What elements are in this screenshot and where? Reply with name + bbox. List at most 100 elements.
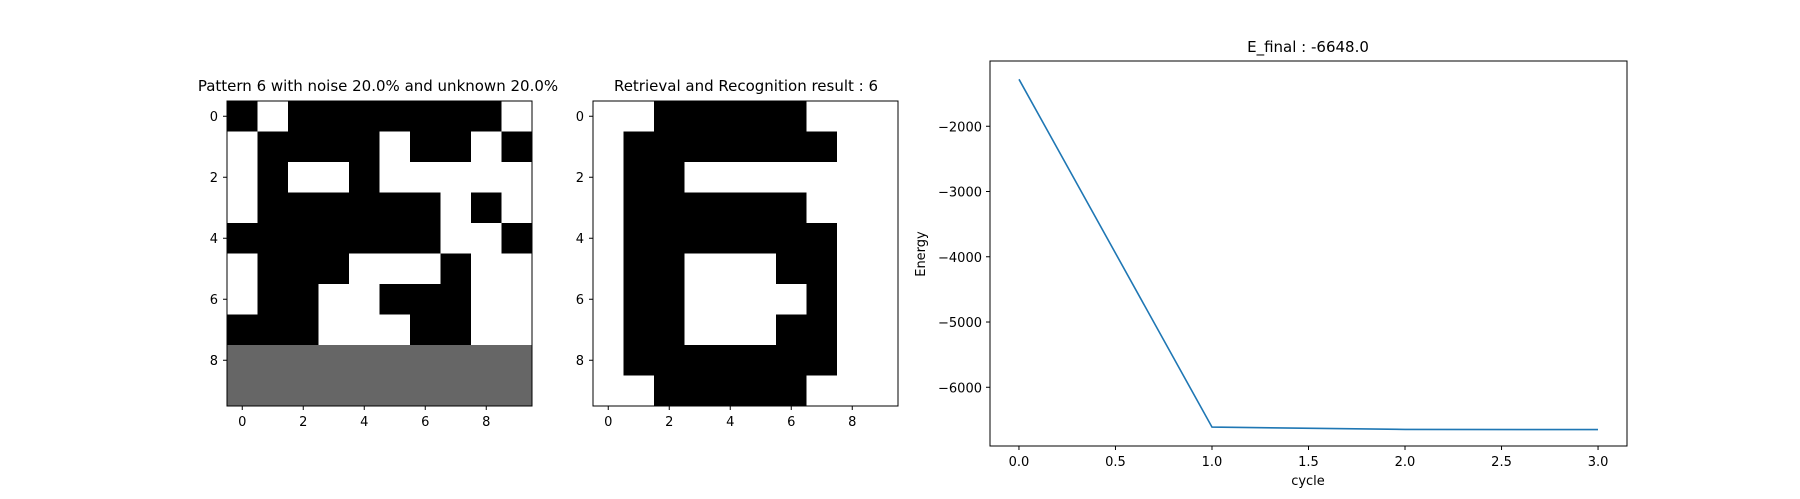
heatmap-cell [715, 284, 746, 315]
heatmap-cell [288, 223, 319, 254]
heatmap-cell [288, 345, 319, 376]
noisy-pattern-panel: Pattern 6 with noise 20.0% and unknown 2… [198, 77, 558, 430]
heatmap-cell [867, 314, 899, 346]
heatmap-cell [318, 253, 350, 285]
heatmap-cell [410, 101, 441, 132]
heatmap-cell [806, 192, 838, 224]
energy-xtick-label: 0.5 [1105, 455, 1126, 470]
noisy-ytick-label: 4 [210, 232, 218, 247]
heatmap-cell [501, 162, 533, 193]
heatmap-cell [349, 162, 380, 193]
heatmap-cell [288, 162, 319, 193]
heatmap-cell [593, 223, 624, 254]
heatmap-cell [379, 192, 411, 224]
energy-xtick: 1.0 [1202, 446, 1222, 470]
energy-xtick: 2.5 [1491, 446, 1512, 470]
heatmap-cell [837, 253, 868, 285]
heatmap-cell [715, 223, 746, 254]
energy-ytick: −2000 [938, 120, 990, 135]
heatmap-cell [867, 345, 899, 376]
heatmap-cell [410, 131, 441, 163]
heatmap-cell [227, 253, 258, 285]
energy-ytick: −5000 [938, 316, 990, 331]
heatmap-cell [867, 131, 899, 163]
heatmap-cell [654, 131, 685, 163]
heatmap-cell [227, 314, 258, 346]
heatmap-cell [776, 223, 807, 254]
heatmap-cell [440, 131, 472, 163]
heatmap-cell [776, 192, 807, 224]
energy-axes-frame [989, 60, 1628, 447]
retrieval-xtick-label: 2 [665, 415, 673, 430]
heatmap-cell [440, 101, 472, 132]
heatmap-cell [471, 162, 502, 193]
noisy-ytick-label: 0 [210, 110, 218, 125]
retrieval-ytick: 6 [576, 293, 593, 308]
energy-ytick: −6000 [938, 381, 990, 396]
heatmap-cell [867, 375, 899, 407]
energy-xtick: 1.5 [1298, 446, 1319, 470]
heatmap-cell [623, 314, 655, 346]
heatmap-cell [684, 101, 716, 132]
retrieval-xtick-label: 8 [848, 415, 856, 430]
heatmap-cell [318, 345, 350, 376]
heatmap-cell [410, 284, 441, 315]
heatmap-cell [257, 253, 289, 285]
heatmap-cell [410, 345, 441, 376]
heatmap-cell [684, 162, 716, 193]
heatmap-cell [227, 284, 258, 315]
retrieval-ytick-label: 2 [576, 171, 584, 186]
energy-yticks: −2000 −3000 −4000 −5000 −6000 [938, 120, 990, 396]
energy-ytick-label: −4000 [938, 251, 982, 266]
heatmap-cell [593, 131, 624, 163]
heatmap-cell [623, 345, 655, 376]
energy-xtick: 0.0 [1009, 446, 1029, 470]
heatmap-cell [440, 345, 472, 376]
heatmap-cell [684, 253, 716, 285]
heatmap-cell [501, 101, 533, 132]
heatmap-cell [654, 314, 685, 346]
heatmap-cell [227, 162, 258, 193]
energy-xlabel: cycle [1291, 474, 1325, 489]
retrieval-ytick: 4 [576, 232, 593, 247]
heatmap-cell [745, 162, 777, 193]
retrieval-xticks: 0 2 4 6 8 [604, 406, 856, 430]
heatmap-cell [867, 253, 899, 285]
heatmap-cell [745, 101, 777, 132]
noisy-xtick: 4 [360, 406, 368, 430]
energy-ytick-label: −5000 [938, 316, 982, 331]
retrieval-ytick: 8 [576, 354, 593, 369]
heatmap-cell [440, 375, 472, 407]
heatmap-cell [623, 375, 655, 407]
heatmap-cell [593, 253, 624, 285]
heatmap-cell [715, 192, 746, 224]
heatmap-cell [776, 131, 807, 163]
heatmap-cell [227, 223, 258, 254]
heatmap-cell [837, 223, 868, 254]
heatmap-cell [257, 284, 289, 315]
heatmap-cell [440, 314, 472, 346]
heatmap-cell [471, 314, 502, 346]
heatmap-cell [471, 131, 502, 163]
heatmap-cell [623, 284, 655, 315]
heatmap-cell [501, 223, 533, 254]
heatmap-cell [471, 375, 502, 407]
retrieval-xtick-label: 0 [604, 415, 612, 430]
heatmap-cell [379, 345, 411, 376]
heatmap-cell [593, 375, 624, 407]
heatmap-cell [806, 284, 838, 315]
heatmap-cell [806, 314, 838, 346]
heatmap-cell [379, 131, 411, 163]
heatmap-cell [288, 375, 319, 407]
heatmap-cell [288, 101, 319, 132]
heatmap-cell [837, 192, 868, 224]
noisy-xtick-label: 0 [238, 415, 246, 430]
heatmap-cell [257, 345, 289, 376]
retrieval-xtick-label: 4 [726, 415, 734, 430]
heatmap-cell [654, 162, 685, 193]
heatmap-cell [288, 131, 319, 163]
retrieval-frame [592, 100, 899, 407]
heatmap-cell [379, 101, 411, 132]
retrieval-xtick: 6 [787, 406, 795, 430]
